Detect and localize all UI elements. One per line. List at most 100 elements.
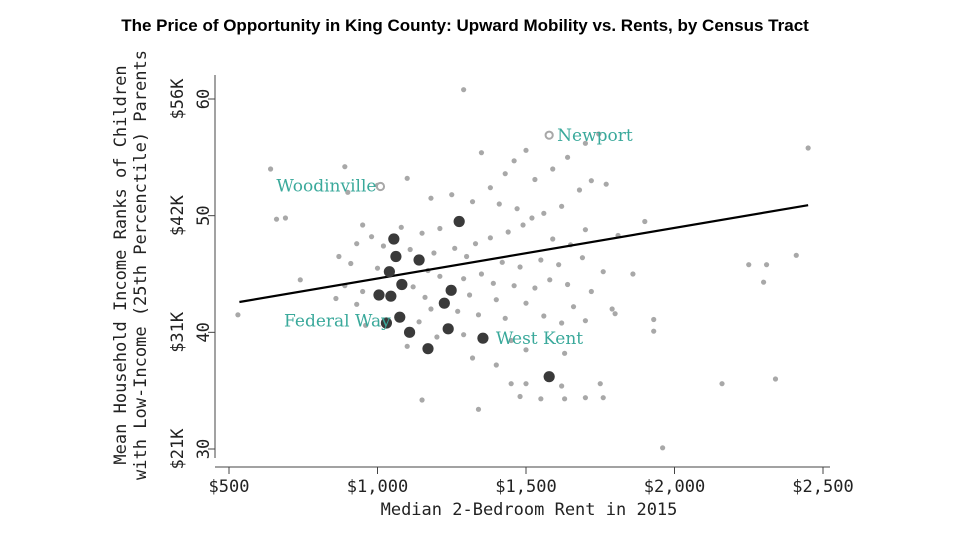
annotation-label: West Kent [496, 329, 583, 349]
y-tick-dollar-label: $56K [168, 78, 188, 120]
highlighted-tract-point [413, 254, 425, 266]
tract-point [556, 262, 562, 268]
tract-point [538, 257, 544, 263]
y-tick-label: 50 [194, 205, 214, 225]
tract-point [449, 192, 455, 198]
x-tick-label: $2,000 [644, 477, 705, 497]
tract-point [582, 227, 589, 233]
tract-point [235, 312, 241, 318]
tract-point [487, 185, 493, 191]
tract-point [761, 279, 767, 285]
tract-point [511, 283, 517, 289]
tract-point [368, 234, 375, 240]
tract-point [461, 332, 467, 338]
highlighted-tract-point [422, 343, 434, 355]
highlighted-tract-point [380, 317, 393, 329]
tract-point [363, 322, 369, 328]
highlighted-tract-point [543, 371, 555, 383]
tract-point [478, 271, 485, 277]
y-axis-label-line2: with Low-Income (25th Percenctile) Paren… [131, 50, 151, 480]
tract-point [475, 406, 482, 412]
tract-point [547, 277, 553, 283]
tract-point [529, 215, 535, 221]
tract-point [793, 252, 799, 258]
tract-point [490, 280, 496, 286]
tract-point [660, 445, 666, 451]
highlighted-tract-point [477, 332, 489, 344]
tract-point [630, 271, 636, 277]
annotation-label: Woodinville [276, 177, 376, 197]
tract-point [472, 241, 479, 247]
tract-point [609, 306, 615, 312]
tract-point [487, 235, 493, 241]
tract-point [523, 300, 529, 306]
tract-point [596, 131, 602, 137]
tract-point [297, 277, 303, 283]
y-tick-labels: 30 $21K 40 $31K 50 $42K 60 $56K [168, 78, 214, 470]
tract-point [582, 140, 589, 146]
tract-point [428, 195, 434, 201]
x-tick-label: $1,000 [347, 477, 408, 497]
tract-points [235, 87, 811, 451]
tract-point [502, 171, 508, 177]
tract-point [360, 222, 366, 228]
tract-point [348, 260, 354, 267]
annotated-tract-marker [375, 181, 386, 192]
tract-point [805, 145, 811, 151]
tract-point [478, 150, 485, 156]
tract-point [514, 206, 520, 212]
tract-point [398, 224, 404, 230]
tract-point [582, 318, 589, 324]
highlighted-tract-point [453, 215, 465, 228]
tract-point [499, 259, 505, 265]
tract-point [416, 319, 422, 325]
tract-point [502, 315, 508, 321]
tract-point [517, 393, 523, 400]
tract-point [464, 253, 470, 260]
tract-point [475, 312, 482, 318]
highlighted-tract-point [442, 323, 454, 335]
tract-point [597, 381, 603, 387]
annotated-tract-marker [544, 130, 554, 140]
tract-point [452, 245, 458, 251]
tract-point [437, 273, 443, 279]
highlighted-tract-point [373, 289, 385, 301]
tract-point [419, 230, 425, 236]
tract-point [508, 381, 514, 387]
tract-point [588, 178, 594, 184]
tract-point [333, 295, 339, 302]
tract-point [550, 166, 556, 172]
tract-point [431, 250, 437, 256]
tract-point [564, 154, 571, 160]
tract-point [461, 276, 467, 282]
tract-point [505, 229, 511, 235]
tract-point [523, 381, 529, 387]
highlighted-tract-point [396, 278, 408, 291]
tract-point [404, 175, 410, 181]
y-axis-label: Mean Household Income Ranks of Children … [111, 50, 151, 480]
y-tick-dollar-label: $21K [168, 428, 188, 470]
y-tick-dollar-label: $42K [168, 194, 188, 236]
x-axis-label: Median 2-Bedroom Rent in 2015 [381, 500, 678, 520]
tract-point [354, 301, 360, 307]
tract-point [564, 281, 571, 288]
highlighted-tract-point [403, 326, 416, 338]
tract-point [336, 253, 342, 260]
tract-point [511, 158, 517, 164]
x-tick-label: $1,500 [495, 477, 556, 497]
tract-point [582, 395, 589, 401]
tract-point [541, 210, 547, 216]
tract-point [562, 396, 568, 402]
tract-point [576, 187, 583, 193]
tract-point [772, 376, 779, 382]
tract-point [562, 350, 568, 356]
y-tick-label: 30 [194, 439, 214, 459]
highlighted-tract-point [383, 266, 395, 278]
tract-point [380, 243, 387, 249]
tract-point [579, 255, 586, 261]
tract-point [651, 328, 657, 334]
y-tick-label: 60 [194, 89, 214, 109]
tract-point [532, 176, 538, 183]
tract-point [532, 285, 538, 291]
